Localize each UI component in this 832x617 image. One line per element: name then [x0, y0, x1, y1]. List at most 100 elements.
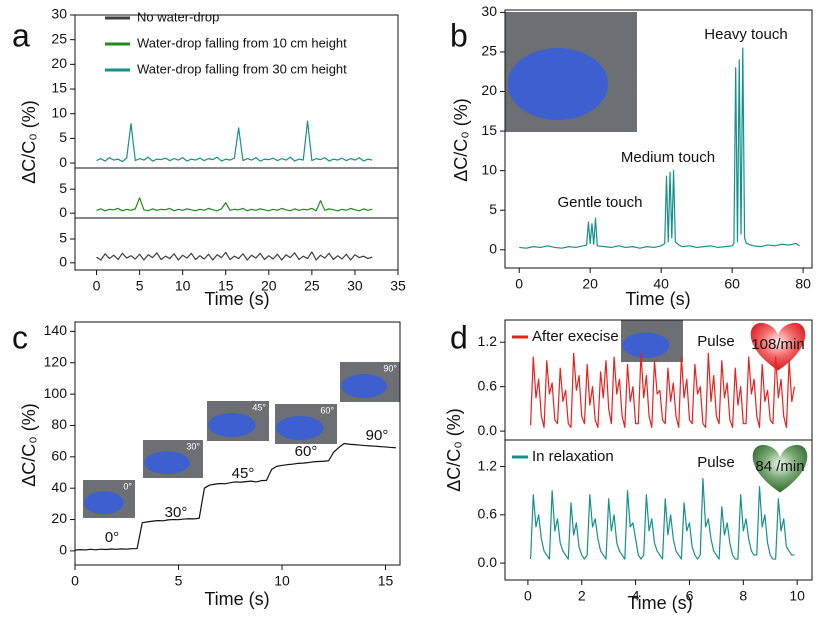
- annotation: 45°: [232, 465, 255, 482]
- annotation: Medium touch: [621, 149, 715, 166]
- data-line: [74, 442, 396, 551]
- x-tick-label: 5: [136, 278, 144, 294]
- photo-glove: [622, 332, 670, 358]
- y-tick-label: 120: [44, 353, 68, 369]
- y-tick-label: 40: [51, 479, 67, 495]
- x-tick-label: 2: [578, 588, 586, 604]
- axes-frame: [74, 217, 399, 271]
- x-tick-label: 4: [632, 588, 640, 604]
- y-tick-label: 5: [489, 201, 497, 217]
- y-tick-label: 0.6: [478, 506, 498, 522]
- legend-label: In relaxation: [532, 448, 614, 465]
- y-tick-label: 0.6: [478, 377, 498, 393]
- y-tick-label: 25: [481, 43, 497, 59]
- panel-letter: c: [12, 319, 28, 355]
- x-tick-label: 35: [390, 278, 406, 294]
- heart-icon: [752, 444, 808, 493]
- panel-letter: a: [12, 17, 30, 53]
- x-axis-label: Time (s): [627, 593, 692, 613]
- photo-glove: [507, 48, 608, 120]
- axes-frame: [504, 439, 813, 581]
- x-axis-label: Time (s): [204, 289, 269, 309]
- axes-frame: [504, 9, 813, 269]
- y-tick-label: 0: [59, 254, 67, 270]
- inset-label: 45°: [252, 402, 266, 412]
- x-tick-label: 20: [582, 276, 598, 292]
- inset-label: 30°: [186, 441, 200, 451]
- panel-letter: b: [450, 17, 468, 53]
- y-tick-label: 100: [44, 385, 68, 401]
- x-tick-label: 6: [686, 588, 694, 604]
- x-tick-label: 40: [653, 276, 669, 292]
- y-tick-label: 1.2: [478, 457, 498, 473]
- y-tick-label: 30: [51, 6, 67, 22]
- annotation: 84 /min: [755, 458, 804, 475]
- annotation: Gentle touch: [557, 194, 642, 211]
- y-tick-label: 60: [51, 448, 67, 464]
- x-tick-label: 20: [261, 278, 277, 294]
- x-tick-label: 25: [304, 278, 320, 294]
- y-tick-label: 25: [51, 30, 67, 46]
- x-tick-label: 10: [274, 573, 290, 589]
- x-tick-label: 15: [218, 278, 234, 294]
- legend-label: After execise: [532, 328, 619, 345]
- x-axis-label: Time (s): [204, 589, 269, 609]
- y-tick-label: 20: [481, 82, 497, 98]
- axes-frame: [74, 321, 401, 566]
- annotation: Pulse: [697, 333, 735, 350]
- legend-label: Water-drop falling from 10 cm height: [137, 35, 347, 50]
- y-tick-label: 10: [51, 104, 67, 120]
- y-tick-label: 5: [59, 180, 67, 196]
- legend-label: Water-drop falling from 30 cm height: [137, 61, 347, 76]
- y-tick-label: 15: [481, 122, 497, 138]
- x-axis-label: Time (s): [625, 289, 690, 309]
- x-tick-label: 10: [175, 278, 191, 294]
- y-tick-label: 20: [51, 510, 67, 526]
- photo-glove: [208, 413, 256, 437]
- y-tick-label: 0: [59, 154, 67, 170]
- x-tick-label: 80: [795, 276, 811, 292]
- data-line: [529, 478, 795, 560]
- y-axis-label: ΔC/C₀ (%): [451, 98, 471, 182]
- photo-glove: [341, 374, 387, 398]
- y-tick-label: 10: [481, 161, 497, 177]
- y-tick-label: 0: [489, 241, 497, 257]
- y-tick-label: 5: [59, 230, 67, 246]
- y-tick-label: 30: [481, 3, 497, 19]
- data-line: [96, 197, 373, 212]
- x-tick-label: 0: [71, 573, 79, 589]
- heart-icon: [750, 322, 806, 371]
- y-tick-label: 5: [59, 129, 67, 145]
- inset-label: 60°: [320, 405, 334, 415]
- y-tick-label: 140: [44, 322, 68, 338]
- legend-label: No water-drop: [137, 9, 219, 24]
- annotation: Heavy touch: [704, 26, 787, 43]
- x-tick-label: 0: [524, 588, 532, 604]
- data-line: [519, 47, 800, 249]
- panel-letter: d: [450, 319, 468, 355]
- inset-label: 90°: [383, 363, 397, 373]
- y-tick-label: 1.2: [478, 333, 498, 349]
- data-line: [96, 251, 373, 261]
- y-tick-label: 0: [59, 542, 67, 558]
- inset-label: 0°: [123, 481, 132, 491]
- y-tick-label: 0: [59, 204, 67, 220]
- x-tick-label: 5: [175, 573, 183, 589]
- x-tick-label: 30: [347, 278, 363, 294]
- x-tick-label: 60: [724, 276, 740, 292]
- y-tick-label: 0.0: [478, 554, 498, 570]
- y-tick-label: 80: [51, 416, 67, 432]
- annotation: Pulse: [697, 454, 735, 471]
- x-tick-label: 0: [515, 276, 523, 292]
- x-tick-label: 10: [789, 588, 805, 604]
- photo-glove: [144, 451, 190, 475]
- annotation: 30°: [165, 504, 188, 521]
- annotation: 90°: [366, 427, 389, 444]
- annotation: 0°: [105, 529, 119, 546]
- y-tick-label: 15: [51, 80, 67, 96]
- y-tick-label: 0.0: [478, 422, 498, 438]
- data-line: [529, 352, 796, 429]
- x-tick-label: 8: [739, 588, 747, 604]
